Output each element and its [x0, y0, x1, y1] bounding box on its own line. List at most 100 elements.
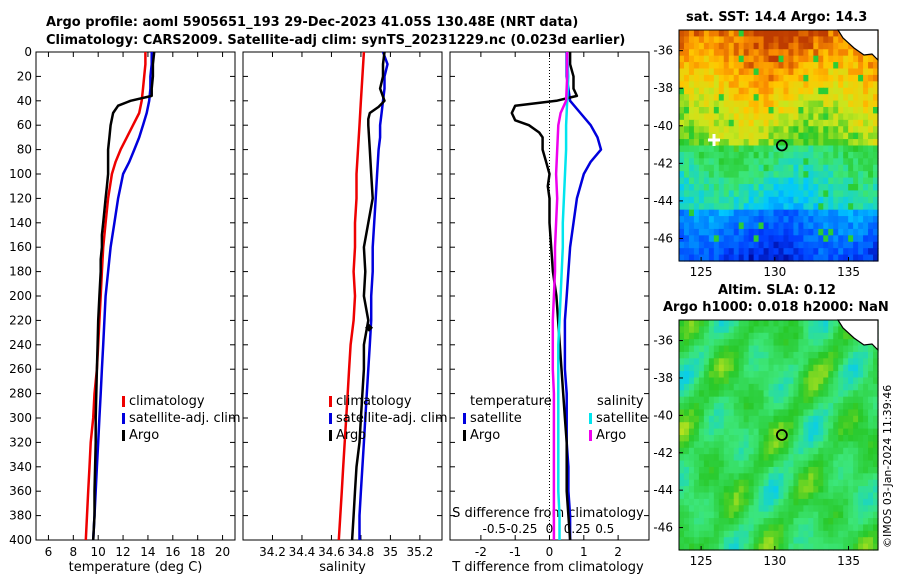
sst-map-cell [858, 203, 864, 211]
sst-map-cell [728, 62, 735, 70]
h-map-cell [738, 409, 745, 417]
h-map-cell [758, 518, 765, 526]
sst-map-cell [833, 235, 839, 243]
sst-map-cell [793, 184, 799, 192]
sst-map-cell [763, 68, 770, 76]
sst-map-cell [708, 228, 715, 236]
sst-map-cell [788, 107, 795, 115]
sst-map-cell [783, 203, 790, 211]
h-map-cell [823, 537, 829, 545]
h-map-cell [733, 351, 740, 359]
sst-map-cell [798, 107, 804, 115]
h-map-cell [718, 435, 725, 442]
sst-map-cell [853, 222, 859, 230]
sst-map-cell [793, 94, 799, 102]
sst-map-cell [818, 171, 824, 179]
h-map-cell [679, 447, 685, 455]
h-map-cell [688, 498, 695, 506]
h-map-cell [843, 390, 849, 398]
h-map-cell [763, 435, 770, 442]
sst-map-cell [738, 184, 745, 192]
h-map-cell [843, 435, 849, 442]
sst-map-cell [848, 190, 854, 198]
h-map-cell [713, 351, 720, 359]
sst-map-title: sat. SST: 14.4 Argo: 14.3 [686, 10, 868, 25]
sst-map-cell [833, 132, 839, 140]
h-map-cell [783, 479, 790, 487]
h-map-cell [788, 518, 795, 526]
sst-map-cell [813, 158, 819, 166]
h-map-cell [828, 454, 834, 462]
sst-map-cell [713, 158, 720, 166]
h-map-cell [748, 505, 755, 513]
sst-map-cell [823, 196, 829, 204]
h-map-cell [838, 505, 844, 513]
h-map-cell [848, 537, 854, 545]
h-map-cell [758, 364, 765, 372]
h-map-cell [778, 505, 785, 513]
sst-map-cell [688, 216, 695, 224]
h-map-cell [718, 543, 725, 551]
sst-map-cell [688, 100, 695, 108]
h-map-cell [753, 428, 760, 436]
sst-map-cell [803, 55, 809, 63]
sst-map-cell [868, 132, 874, 140]
sst-map-cell [773, 126, 780, 134]
h-map-cell [733, 460, 740, 468]
h-map-cell [798, 332, 804, 340]
sst-map-cell [679, 145, 685, 153]
sst-map-cell [718, 164, 725, 172]
h-map-cell [873, 518, 879, 526]
h-map-cell [698, 339, 705, 347]
sst-map-cell [713, 55, 720, 63]
sst-map-cell [768, 113, 775, 121]
sst-map-cell [703, 222, 710, 230]
h-map-cell [758, 415, 765, 423]
sst-map-cell [873, 126, 879, 134]
sst-map-cell [693, 216, 700, 224]
h-map-cell [873, 428, 879, 436]
sst-map-cell [718, 254, 725, 262]
sst-map-cell [698, 113, 705, 121]
sst-map-cell [718, 158, 725, 166]
difference-line-temperature-argo [510, 52, 579, 541]
h-map-cell [703, 486, 710, 494]
h-map-cell [813, 447, 819, 455]
sst-map-cell [763, 235, 770, 243]
sst-map-cell [768, 94, 775, 102]
sst-map-cell [848, 119, 854, 127]
h-map-cell [773, 435, 780, 442]
h-map-cell [798, 339, 804, 347]
sst-map-cell [768, 30, 775, 38]
sst-map-cell [748, 74, 755, 82]
h-map-cell [688, 371, 695, 379]
h-map-cell [733, 364, 740, 372]
sst-map-cell [773, 158, 780, 166]
sst-map-cell [723, 68, 730, 76]
sst-map-cell [853, 228, 859, 236]
h-map-cell [793, 524, 799, 532]
h-map-cell [718, 422, 725, 430]
h-map-cell [743, 339, 750, 347]
h-map-cell [853, 511, 859, 519]
sst-map-cell [698, 74, 705, 82]
salinity-legend-2-label: Argo [336, 428, 366, 443]
h-map-cell [798, 454, 804, 462]
sst-map-cell [873, 139, 879, 147]
sst-map-cell [728, 145, 735, 153]
sst-map-cell [868, 68, 874, 76]
sst-map-cell [778, 203, 785, 211]
sst-map-cell [778, 158, 785, 166]
sst-map-cell [703, 203, 710, 211]
h-map-cell [738, 466, 745, 474]
h-map-cell [838, 518, 844, 526]
h-map-cell [813, 511, 819, 519]
h-map-cell [688, 530, 695, 538]
h-map-cell [763, 454, 770, 462]
sst-map-cell [713, 113, 720, 121]
sst-map-cell [858, 145, 864, 153]
sst-map-cell [828, 55, 834, 63]
sst-map-cell [683, 68, 690, 76]
h-map-cell [728, 358, 735, 366]
h-map-cell [833, 447, 839, 455]
